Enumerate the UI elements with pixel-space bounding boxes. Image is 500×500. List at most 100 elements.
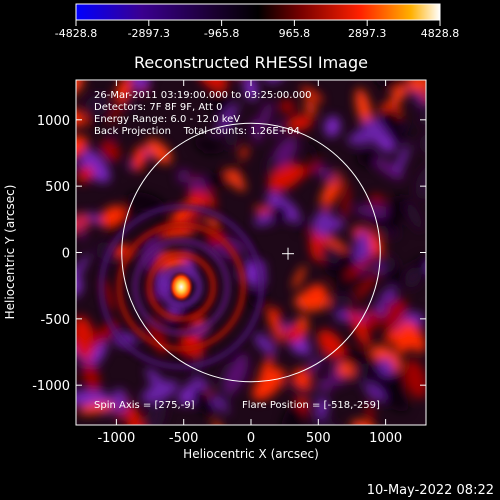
- heatmap-blob: [208, 93, 230, 114]
- heatmap-blob: [349, 309, 371, 348]
- heatmap-blob: [127, 192, 166, 213]
- y-tick-label: 1000: [37, 114, 70, 129]
- flare-ring: [98, 203, 265, 370]
- heatmap-blob: [355, 362, 370, 377]
- y-tick-label: 0: [62, 247, 70, 262]
- heatmap-blob: [252, 367, 285, 401]
- heatmap-blob: [76, 212, 86, 243]
- heatmap-blob: [101, 277, 115, 313]
- heatmap-blob: [347, 128, 388, 145]
- heatmap-blob: [324, 177, 346, 212]
- heatmap-blob: [62, 154, 77, 168]
- heatmap-blob: [286, 114, 313, 131]
- plot-title: Reconstructed RHESSI Image: [134, 53, 368, 72]
- heatmap-blob: [366, 399, 374, 425]
- heatmap-blob: [279, 99, 295, 114]
- heatmap-blob: [272, 120, 283, 138]
- heatmap-blob: [76, 390, 108, 406]
- heatmap-blob: [78, 402, 115, 415]
- heatmap-blob: [374, 158, 404, 180]
- heatmap-blob: [328, 295, 353, 314]
- heatmap-blob: [285, 324, 305, 343]
- heatmap-blob: [378, 256, 396, 272]
- annotation-method-counts: Back Projection Total counts: 1.26E+04: [94, 126, 300, 137]
- heatmap-blob: [132, 80, 149, 90]
- heatmap-blob: [198, 80, 228, 92]
- heatmap-blob: [99, 205, 125, 227]
- heatmap-blob: [385, 194, 407, 231]
- x-tick-label: 500: [306, 431, 331, 446]
- heatmap-blob: [378, 357, 394, 377]
- heatmap-blob: [267, 307, 284, 344]
- heatmap-blob: [356, 149, 381, 168]
- flare-source: [169, 271, 194, 302]
- colorbar-tick-label: 2897.3: [348, 27, 387, 40]
- heatmap-blob: [224, 114, 239, 148]
- heatmap-blob: [408, 80, 426, 93]
- heatmap-blob: [317, 329, 345, 359]
- heatmap-blob: [415, 165, 426, 200]
- annotations: 26-Mar-2011 03:19:00.000 to 03:25:00.000…: [94, 90, 380, 411]
- heatmap-blob: [214, 102, 240, 133]
- heatmap-blob: [145, 139, 172, 164]
- heatmap-blob: [317, 378, 333, 393]
- heatmap-blob: [82, 360, 100, 394]
- heatmap-blob: [141, 380, 179, 403]
- x-tick-label: -500: [169, 431, 199, 446]
- heatmap-blob: [324, 115, 341, 137]
- heatmap-blob: [426, 260, 443, 274]
- heatmap-blob: [76, 315, 96, 360]
- heatmap-blob: [419, 133, 426, 154]
- heatmap-blob: [243, 80, 258, 101]
- axis-ticks: -1000 -500 0 500 1000 -1000 -500 0 500 1000: [32, 80, 426, 446]
- heatmap-blob: [305, 142, 320, 160]
- flare-ring: [116, 221, 247, 352]
- annotation-spin-axis: Spin Axis = [275,-9]: [94, 400, 195, 411]
- heatmap-blob: [184, 212, 203, 223]
- heatmap-blob: [419, 95, 426, 127]
- heatmap-blob: [76, 253, 90, 290]
- heatmap-blob: [160, 227, 196, 238]
- heatmap-blob: [304, 99, 317, 116]
- flare-ring: [160, 265, 203, 308]
- heatmap-blob: [267, 163, 305, 192]
- heatmap-blob: [187, 187, 207, 204]
- heatmap-blob: [369, 194, 385, 204]
- heatmap-blob: [404, 266, 422, 289]
- flare-ring: [146, 251, 217, 322]
- heatmap-blob: [379, 109, 403, 134]
- heatmap-blob: [87, 212, 102, 225]
- heatmap-blob: [404, 199, 423, 231]
- heatmap-blob: [363, 383, 385, 401]
- heatmap-blob: [387, 330, 403, 343]
- annotation-energy-range: Energy Range: 6.0 - 12.0 keV: [94, 114, 240, 125]
- heatmap-blob: [269, 204, 289, 223]
- heatmap-blob: [125, 404, 144, 425]
- heatmap-blob: [311, 414, 344, 425]
- heatmap-blob: [280, 378, 319, 398]
- heatmap-blob: [354, 271, 378, 301]
- y-tick-label: -500: [40, 313, 70, 328]
- heatmap-blob: [342, 184, 351, 221]
- heatmap-blob: [198, 173, 208, 197]
- heatmap-blob: [239, 146, 249, 160]
- annotation-flare-position: Flare Position = [-518,-259]: [242, 400, 380, 411]
- colorbar-tick-label: -4828.8: [55, 27, 97, 40]
- heatmap-blob: [395, 144, 409, 174]
- colorbar-gradient: [75, 3, 441, 21]
- heatmap-blob: [115, 80, 132, 103]
- heatmap-blob: [383, 298, 408, 330]
- heatmap-blob: [76, 278, 83, 298]
- heatmap-blob: [394, 321, 416, 354]
- heatmap-blob: [177, 168, 190, 183]
- heatmap-blob: [188, 178, 202, 192]
- heatmap-blob: [254, 333, 277, 355]
- colorbar-tick-label: -2897.3: [128, 27, 170, 40]
- solar-limb-circle: [121, 122, 381, 383]
- heatmap-blob: [76, 135, 89, 157]
- heatmap-blob: [132, 145, 147, 172]
- heatmap-blob: [76, 107, 87, 127]
- footer-timestamp: 10-May-2022 08:22: [366, 483, 494, 498]
- heatmap-blob: [354, 204, 396, 218]
- heatmap-blob: [109, 101, 123, 124]
